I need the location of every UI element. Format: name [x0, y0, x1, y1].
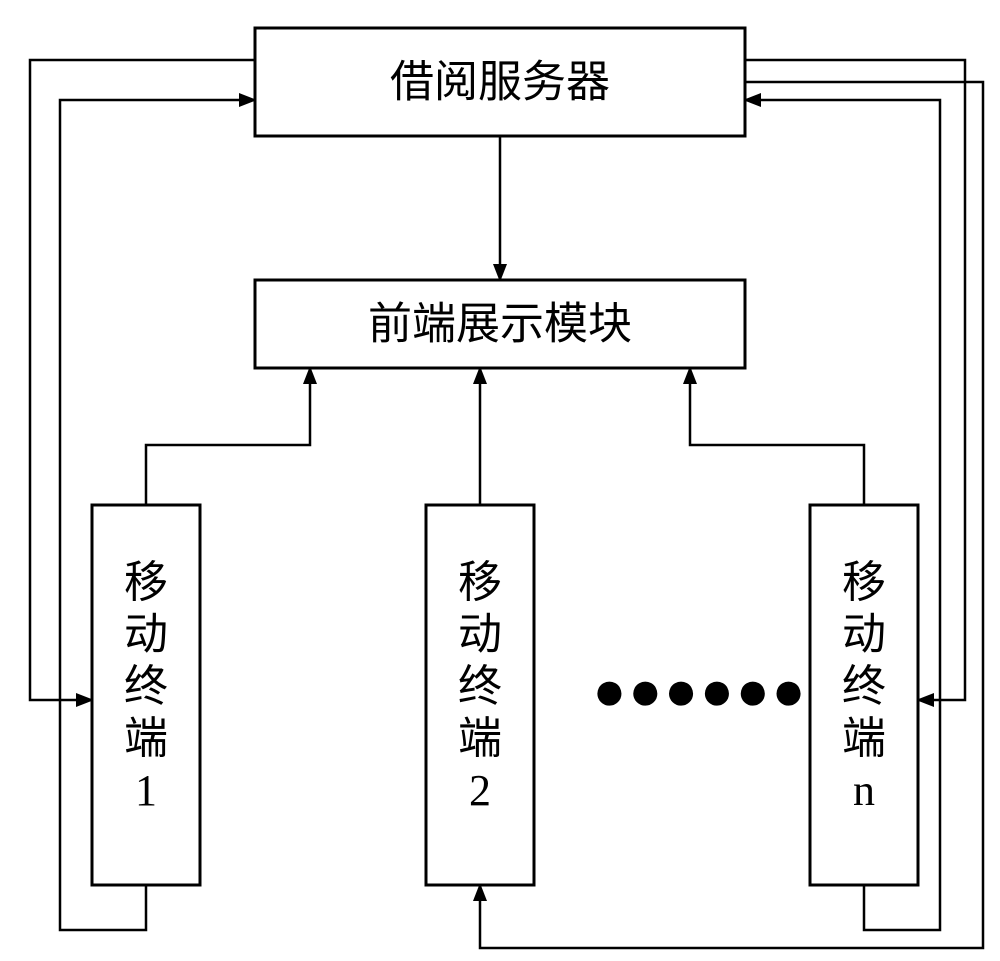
frontend-label: 前端展示模块 [368, 300, 632, 349]
terminal_2: 移动终端2 [426, 505, 534, 885]
ellipsis: ●●●●●● [593, 659, 808, 722]
terminal_n: 移动终端n [810, 505, 918, 885]
nodes: 借阅服务器前端展示模块移动终端1 移动终端2 移动终端n [92, 28, 918, 885]
edge-terminal_n-to-frontend [690, 368, 864, 505]
frontend: 前端展示模块 [255, 280, 745, 368]
server: 借阅服务器 [255, 28, 745, 136]
terminal_1: 移动终端1 [92, 505, 200, 885]
edge-terminal_1-to-frontend [146, 368, 310, 505]
server-label: 借阅服务器 [390, 58, 610, 107]
